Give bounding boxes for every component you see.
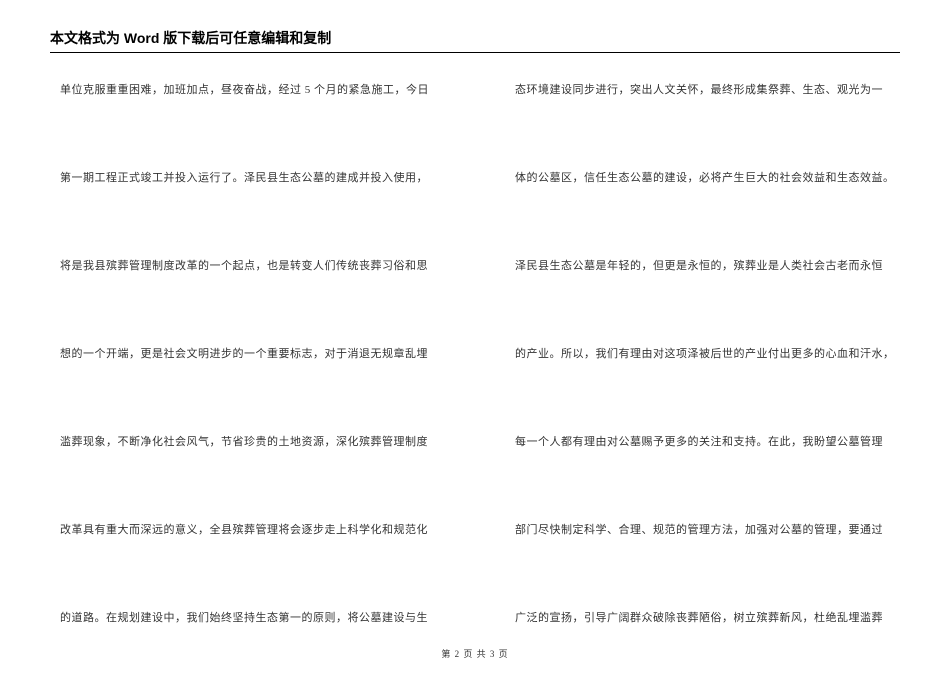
text-line: 每一个人都有理由对公墓赐予更多的关注和支持。在此，我盼望公墓管理 bbox=[505, 433, 900, 449]
text-line: 的道路。在规划建设中，我们始终坚持生态第一的原则，将公墓建设与生 bbox=[50, 609, 445, 625]
text-line: 改革具有重大而深远的意义，全县殡葬管理将会逐步走上科学化和规范化 bbox=[50, 521, 445, 537]
right-column: 态环境建设同步进行，突出人文关怀，最终形成集祭葬、生态、观光为一 体的公墓区，信… bbox=[505, 81, 900, 697]
text-line: 部门尽快制定科学、合理、规范的管理方法，加强对公墓的管理，要通过 bbox=[505, 521, 900, 537]
text-line: 第一期工程正式竣工并投入运行了。泽民县生态公墓的建成并投入使用， bbox=[50, 169, 445, 185]
document-page: 本文格式为 Word 版下载后可任意编辑和复制 单位克服重重困难，加班加点，昼夜… bbox=[0, 0, 950, 697]
text-line: 将是我县殡葬管理制度改革的一个起点，也是转变人们传统丧葬习俗和思 bbox=[50, 257, 445, 273]
text-line: 体的公墓区，信任生态公墓的建设，必将产生巨大的社会效益和生态效益。 bbox=[505, 169, 900, 185]
text-line: 滥葬现象，不断净化社会风气，节省珍贵的土地资源，深化殡葬管理制度 bbox=[50, 433, 445, 449]
text-line: 的产业。所以，我们有理由对这项泽被后世的产业付出更多的心血和汗水， bbox=[505, 345, 900, 361]
text-line: 想的一个开端，更是社会文明进步的一个重要标志，对于消退无规章乱埋 bbox=[50, 345, 445, 361]
text-columns: 单位克服重重困难，加班加点，昼夜奋战，经过 5 个月的紧急施工，今日 第一期工程… bbox=[50, 81, 900, 697]
text-line: 单位克服重重困难，加班加点，昼夜奋战，经过 5 个月的紧急施工，今日 bbox=[50, 81, 445, 97]
text-line: 泽民县生态公墓是年轻的，但更是永恒的，殡葬业是人类社会古老而永恒 bbox=[505, 257, 900, 273]
page-header-title: 本文格式为 Word 版下载后可任意编辑和复制 bbox=[50, 28, 900, 53]
page-footer: 第 2 页 共 3 页 bbox=[0, 647, 950, 660]
text-line: 广泛的宣扬，引导广阔群众破除丧葬陋俗，树立殡葬新风，杜绝乱埋滥葬 bbox=[505, 609, 900, 625]
left-column: 单位克服重重困难，加班加点，昼夜奋战，经过 5 个月的紧急施工，今日 第一期工程… bbox=[50, 81, 445, 697]
text-line: 态环境建设同步进行，突出人文关怀，最终形成集祭葬、生态、观光为一 bbox=[505, 81, 900, 97]
